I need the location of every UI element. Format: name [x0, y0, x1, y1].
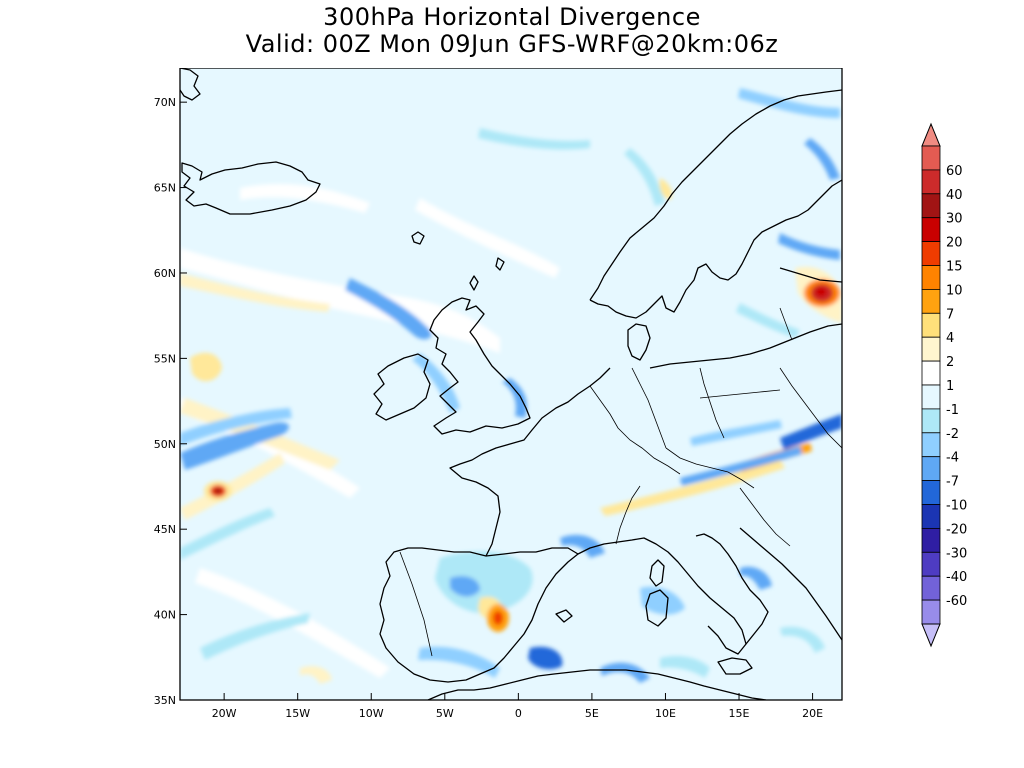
lat-tick-label: 45N — [154, 523, 176, 536]
country-borders — [399, 307, 842, 657]
colorbar-label: -10 — [946, 499, 967, 514]
colorbar-segment — [921, 265, 941, 290]
colorbar-label: -2 — [946, 427, 959, 442]
colorbar-segment — [921, 599, 941, 625]
colorbar-segment — [921, 575, 941, 601]
colorbar-label: -20 — [946, 522, 967, 537]
colorbar-segment — [921, 241, 941, 266]
colorbar-segment — [921, 480, 941, 505]
divergence-field — [180, 88, 842, 684]
colorbar-segment — [921, 527, 941, 553]
colorbar-label: -60 — [946, 594, 967, 609]
lon-tick-label: 20W — [212, 707, 237, 720]
colorbar-label: -40 — [946, 570, 967, 585]
lat-tick-label: 35N — [154, 694, 176, 707]
colorbar-segment — [921, 384, 941, 410]
lat-tick-label: 40N — [154, 609, 176, 622]
colorbar-label: -1 — [946, 403, 959, 418]
latitude-axis: 70N 65N 60N 55N 50N 45N 40N 35N — [154, 96, 187, 707]
colorbar-label: 4 — [946, 331, 954, 346]
colorbar-label: 20 — [946, 236, 963, 251]
colorbar-segment — [921, 456, 941, 482]
colorbar-label: 30 — [946, 212, 963, 227]
lat-tick-label: 55N — [154, 352, 176, 365]
map-subtitle: Valid: 00Z Mon 09Jun GFS-WRF@20km:06z — [245, 30, 779, 58]
lon-tick-label: 0 — [515, 707, 522, 720]
colorbar-segment — [921, 336, 941, 362]
lon-tick-label: 10W — [359, 707, 384, 720]
lon-tick-label: 5W — [436, 707, 454, 720]
colorbar-segment — [921, 145, 941, 171]
colorbar-label: 10 — [946, 283, 963, 298]
lon-tick-label: 15W — [285, 707, 310, 720]
colorbar-segment — [921, 504, 941, 529]
colorbar-label: 60 — [946, 164, 963, 179]
lon-tick-label: 20E — [802, 707, 823, 720]
colorbar-label: 40 — [946, 188, 963, 203]
colorbar-segment — [921, 169, 941, 195]
coastlines — [180, 68, 842, 700]
lon-tick-label: 5E — [585, 707, 599, 720]
lat-tick-label: 70N — [154, 96, 176, 109]
colorbar-segment — [921, 312, 941, 338]
colorbar-segment — [921, 432, 941, 458]
colorbar-segment — [921, 288, 941, 314]
colorbar-label: -7 — [946, 475, 959, 490]
lat-tick-label: 50N — [154, 438, 176, 451]
map-frame — [179, 68, 843, 701]
colorbar-label: -30 — [946, 546, 967, 561]
colorbar-label: -4 — [946, 451, 959, 466]
colorbar-segment — [921, 551, 941, 577]
colorbar-label: 15 — [946, 260, 963, 275]
lon-tick-label: 10E — [655, 707, 676, 720]
lat-tick-label: 60N — [154, 267, 176, 280]
longitude-axis: 20W 15W 10W 5W 0 5E 10E 15E 20E — [212, 693, 823, 720]
colorbar-segment — [921, 408, 941, 434]
colorbar-top-arrow — [921, 122, 941, 147]
colorbar-segment — [921, 217, 941, 242]
divergence-map: 70N 65N 60N 55N 50N 45N 40N 35N 20W 15W 10W 5W 0 5E 1… — [154, 68, 843, 720]
colorbar-segment — [921, 360, 941, 386]
colorbar-label: 1 — [946, 379, 954, 394]
colorbar: 60 40 30 20 15 10 7 4 2 1 -1 -2 -4 -7 -10 -20 -30 -40 -60 — [921, 122, 967, 648]
lat-tick-label: 65N — [154, 182, 176, 195]
colorbar-label: 2 — [946, 355, 954, 370]
colorbar-segment — [921, 193, 941, 219]
colorbar-bottom-arrow — [921, 623, 941, 648]
lon-tick-label: 15E — [729, 707, 750, 720]
colorbar-label: 7 — [946, 307, 954, 322]
map-title: 300hPa Horizontal Divergence — [323, 3, 701, 31]
